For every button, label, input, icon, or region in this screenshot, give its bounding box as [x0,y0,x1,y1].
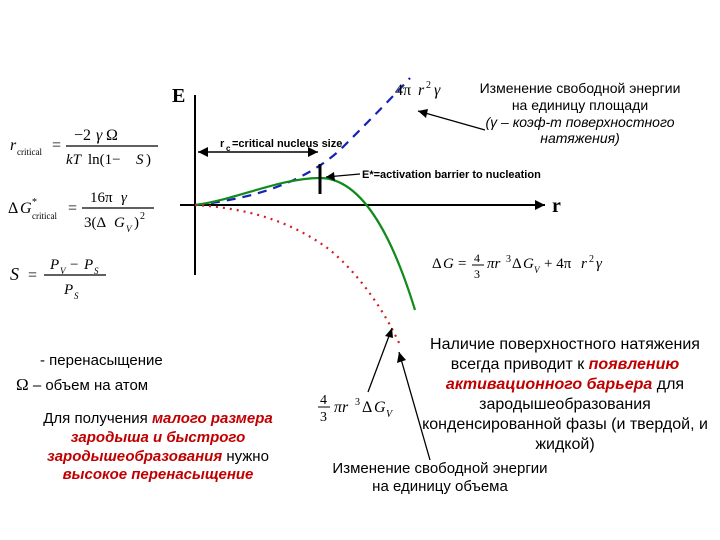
svg-text:4π: 4π [395,82,411,99]
svg-text:2: 2 [426,80,431,91]
svg-text:G: G [374,399,386,416]
svg-text:r: r [220,138,225,150]
svg-text:3: 3 [355,397,360,408]
svg-text:2: 2 [589,254,594,265]
svg-text:P: P [83,257,93,273]
svg-text:=: = [52,137,61,154]
svg-text:γ: γ [596,256,603,272]
svg-text:S: S [136,152,144,168]
svg-text:r: r [581,256,587,272]
svg-text:P: P [63,282,73,298]
svg-text:−: − [70,257,78,273]
svg-text:S: S [10,264,19,284]
svg-text:Ω: Ω [106,127,118,144]
svg-text:S: S [74,291,79,300]
svg-text:E*=activation barrier to nucle: E*=activation barrier to nucleation [362,169,541,181]
svg-text:G: G [20,200,32,217]
svg-text:r: r [552,195,561,217]
svg-text:G: G [443,256,454,272]
svg-text:2: 2 [140,211,145,222]
svg-text:V: V [534,265,541,275]
svg-text:V: V [386,409,394,420]
instruction-text: Для получения малого размера зародыша и … [18,410,298,485]
svg-text:r: r [418,82,425,99]
svg-text:r: r [10,137,17,154]
svg-text:G: G [523,256,534,272]
svg-text:=critical nucleus size: =critical nucleus size [232,138,342,150]
svg-text:): ) [134,215,139,231]
svg-text:16π: 16π [90,190,113,206]
svg-text:=: = [28,267,37,284]
volume-energy-caption: Изменение свободной энергии на единицу о… [310,460,570,496]
svg-text:−2: −2 [74,127,91,144]
svg-text:*: * [32,197,37,208]
svg-text:Δ: Δ [362,399,372,416]
surface-energy-caption: Изменение свободной энергии на единицу п… [450,80,710,147]
svg-text:3(Δ: 3(Δ [84,215,106,231]
svg-text:E: E [172,85,185,107]
svg-text:=: = [68,200,77,217]
svg-text:4: 4 [320,393,327,408]
svg-text:P: P [49,257,59,273]
formula-dg-critical: Δ G * critical = 16π γ 3(Δ G V ) 2 [8,185,168,242]
svg-text:3: 3 [506,254,511,265]
note-supersaturation: - перенасыщение [40,352,163,369]
note-omega: Ω – объем на атом [16,375,148,395]
svg-text:c: c [226,144,231,153]
svg-text:3: 3 [474,267,480,281]
svg-text:critical: critical [32,211,57,221]
svg-text:Δ: Δ [512,256,522,272]
activation-barrier-text: Наличие поверхностного натяжения всегда … [420,335,710,455]
svg-text:πr: πr [487,256,501,272]
svg-text:critical: critical [17,147,42,157]
svg-text:=: = [458,256,466,272]
svg-text:): ) [146,152,151,168]
svg-text:ln(1−: ln(1− [88,152,121,168]
svg-text:γ: γ [121,190,128,206]
svg-text:Δ: Δ [432,256,442,272]
svg-text:πr: πr [334,399,349,416]
svg-text:V: V [126,224,133,234]
svg-text:3: 3 [320,410,327,425]
svg-text:γ: γ [434,82,441,99]
svg-text:4: 4 [474,251,480,265]
formula-supersaturation: S = P V − P S P S [8,252,158,305]
svg-text:kT: kT [66,152,83,168]
svg-text:+ 4π: + 4π [544,256,572,272]
formula-r-critical: r critical = −2 γ Ω kT ln(1− S ) [8,122,168,175]
svg-text:Δ: Δ [8,200,18,217]
svg-text:G: G [114,215,125,231]
svg-text:γ: γ [96,127,103,144]
